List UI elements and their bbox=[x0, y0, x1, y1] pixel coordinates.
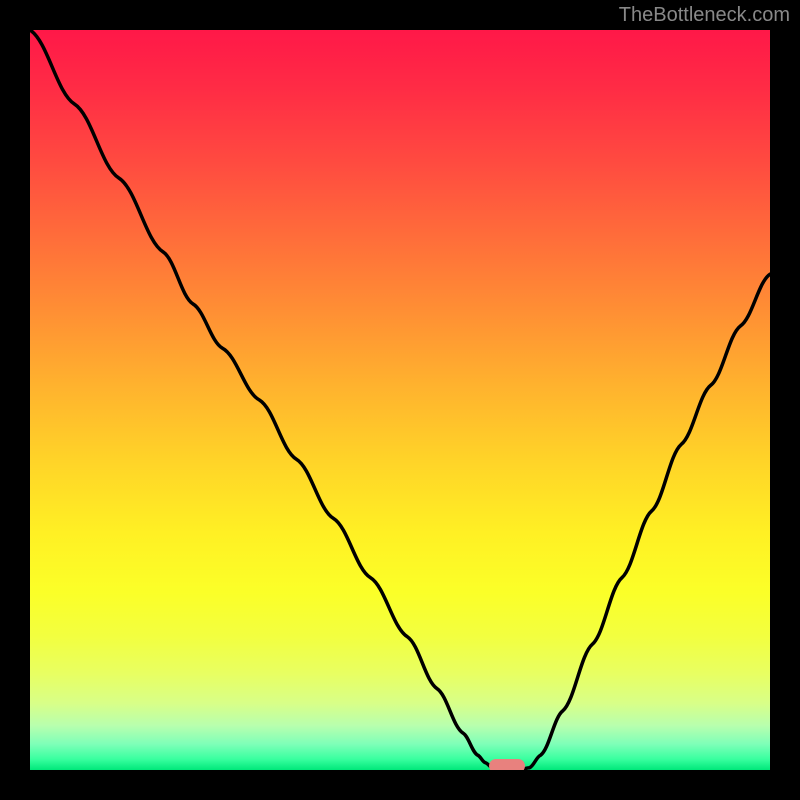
watermark-text: TheBottleneck.com bbox=[619, 4, 790, 27]
plot-area bbox=[30, 30, 770, 770]
optimal-point-marker bbox=[489, 759, 525, 770]
bottleneck-curve bbox=[30, 30, 770, 770]
